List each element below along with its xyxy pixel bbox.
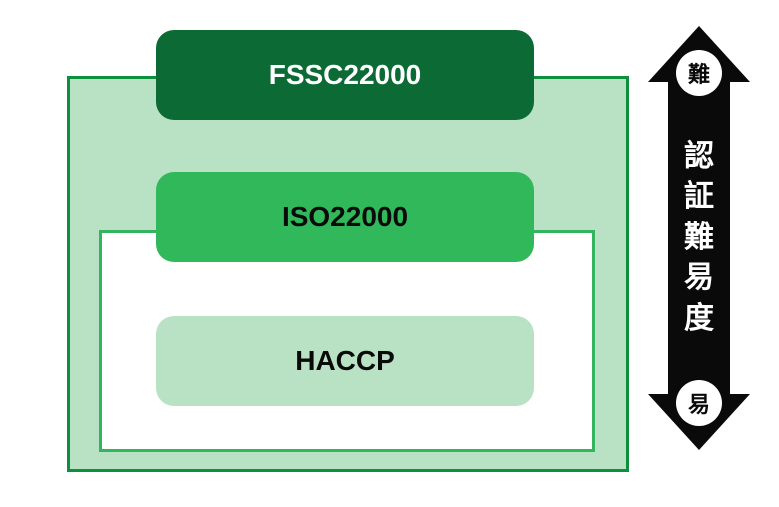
arrow-label-char: 易 (684, 258, 714, 299)
arrow-label-char: 証 (684, 177, 714, 218)
box-haccp: HACCP (156, 316, 534, 406)
difficulty-bottom-circle: 易 (676, 380, 722, 426)
difficulty-top-label: 難 (688, 57, 710, 89)
difficulty-top-circle: 難 (676, 50, 722, 96)
arrow-label-char: 難 (684, 218, 714, 259)
arrow-label-char: 度 (684, 299, 714, 340)
arrow-shaft: 認証難易度 (668, 82, 730, 394)
arrow-label-char: 認 (684, 137, 714, 178)
box-iso-label: ISO22000 (282, 201, 408, 233)
box-fssc: FSSC22000 (156, 30, 534, 120)
box-iso: ISO22000 (156, 172, 534, 262)
box-haccp-label: HACCP (295, 345, 395, 377)
box-fssc-label: FSSC22000 (269, 59, 422, 91)
difficulty-bottom-label: 易 (688, 387, 710, 419)
